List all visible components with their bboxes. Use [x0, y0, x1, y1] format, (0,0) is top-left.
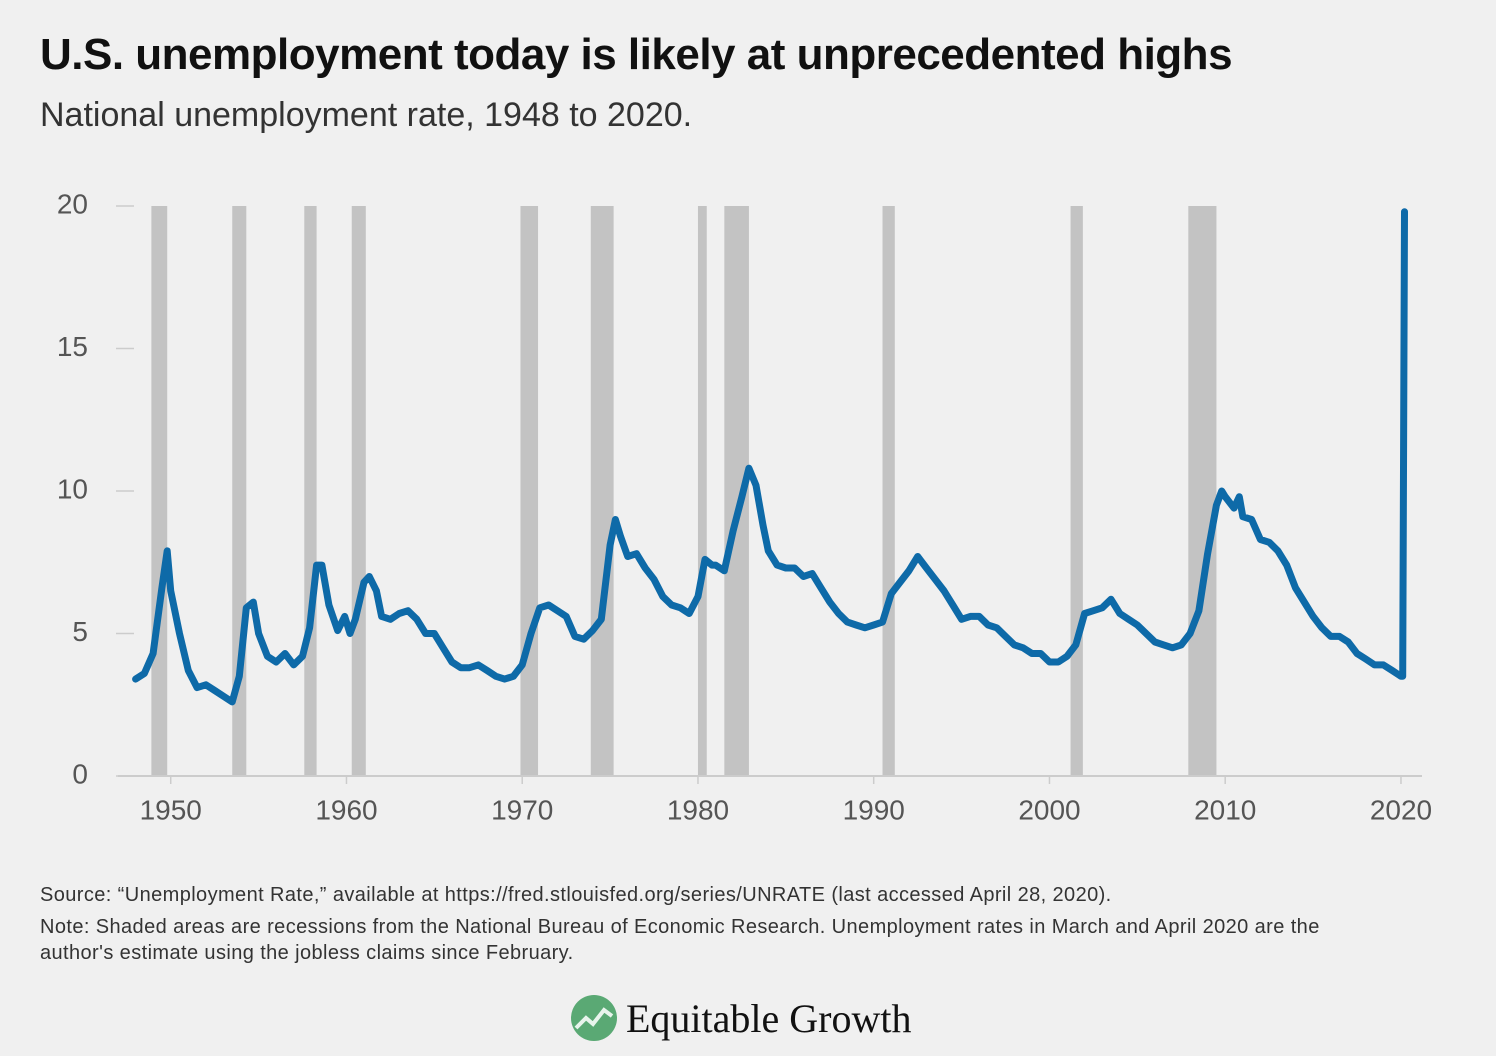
recession-band	[304, 206, 317, 776]
chart-title: U.S. unemployment today is likely at unp…	[40, 30, 1233, 79]
y-tick-label: 0	[72, 758, 88, 789]
x-tick-label: 1960	[315, 794, 377, 825]
x-tick-label: 1950	[140, 794, 202, 825]
footnote: Note: Shaded areas are recessions from t…	[40, 916, 1320, 964]
x-tick-label: 2020	[1370, 794, 1432, 825]
chart: 0 5 10 15 20 1950 1960 1970 1980 1990 2000 2010 2020	[57, 188, 1432, 825]
x-tick-label: 1990	[843, 794, 905, 825]
recession-band	[590, 206, 614, 776]
recession-band	[1070, 206, 1083, 776]
recession-band	[882, 206, 895, 776]
brand-name: Equitable Growth	[626, 995, 912, 1041]
y-tick-label: 5	[72, 616, 88, 647]
recession-band	[697, 206, 707, 776]
x-tick-label: 1980	[667, 794, 729, 825]
brand-logo: Equitable Growth	[570, 992, 912, 1044]
recession-band	[520, 206, 539, 776]
recession-band	[351, 206, 366, 776]
data-line	[132, 208, 1408, 706]
x-tick-label: 1970	[491, 794, 553, 825]
recession-band	[151, 206, 168, 776]
recession-band	[1188, 206, 1217, 776]
x-tick-label: 2010	[1194, 794, 1256, 825]
brand-icon	[571, 995, 617, 1041]
y-tick-label: 20	[57, 188, 88, 219]
chart-subtitle: National unemployment rate, 1948 to 2020…	[40, 96, 693, 134]
x-tick-label: 2000	[1018, 794, 1080, 825]
y-tick-label: 15	[57, 331, 88, 362]
y-tick-label: 10	[57, 473, 88, 504]
source-note: Source: “Unemployment Rate,” available a…	[40, 884, 1112, 906]
